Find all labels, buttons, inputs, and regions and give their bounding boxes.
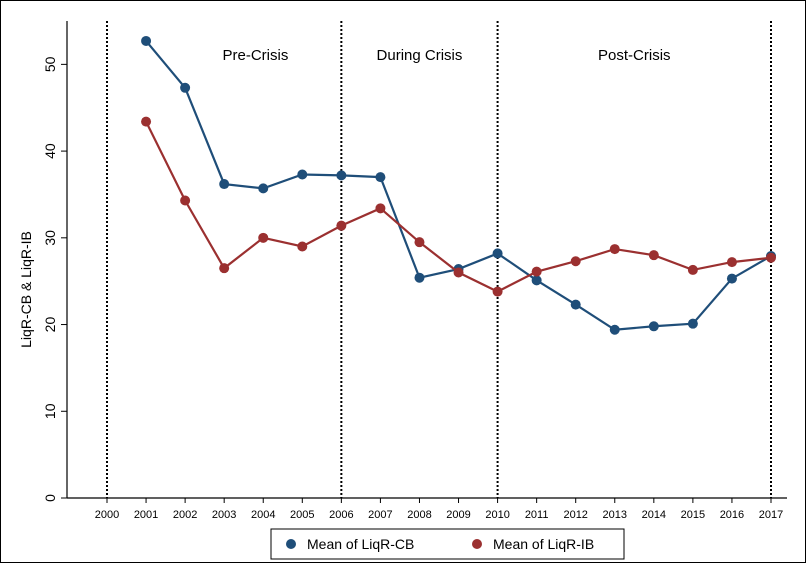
data-point-series-1 <box>141 35 152 46</box>
data-point-series-2 <box>336 220 347 231</box>
x-tick-label: 2008 <box>407 509 431 521</box>
x-tick-label: 2012 <box>563 509 587 521</box>
data-point-series-1 <box>609 324 620 335</box>
data-point-series-2 <box>531 266 542 277</box>
data-point-series-2 <box>570 256 581 267</box>
data-point-series-1 <box>687 318 698 329</box>
period-label: During Crisis <box>377 47 463 64</box>
data-point-series-2 <box>492 286 503 297</box>
x-tick-label: 2013 <box>603 509 627 521</box>
data-point-series-1 <box>492 248 503 259</box>
data-point-series-2 <box>648 250 659 261</box>
x-tick-label: 2009 <box>446 509 470 521</box>
data-point-series-2 <box>258 232 269 243</box>
period-label: Pre-Crisis <box>223 47 289 64</box>
period-dividers <box>106 21 772 498</box>
data-point-series-2 <box>414 237 425 248</box>
legend-marker-2 <box>472 539 482 549</box>
y-tick-label: 40 <box>42 143 58 159</box>
x-tick-label: 2006 <box>329 509 353 521</box>
legend-box <box>270 528 625 560</box>
x-tick-label: 2007 <box>368 509 392 521</box>
period-labels: Pre-Crisis During Crisis Post-Crisis <box>223 47 671 64</box>
data-point-series-1 <box>219 179 230 190</box>
y-tick-label: 10 <box>42 403 58 419</box>
x-tick-label: 2002 <box>173 509 197 521</box>
chart-series <box>141 35 776 335</box>
legend-label-1: Mean of LiqR-CB <box>307 536 414 552</box>
data-point-series-1 <box>180 82 191 93</box>
data-point-series-1 <box>414 272 425 283</box>
series-line-1 <box>145 40 772 331</box>
data-point-series-2 <box>453 267 464 278</box>
data-point-series-1 <box>570 299 581 310</box>
data-point-series-1 <box>648 321 659 332</box>
data-point-series-1 <box>297 169 308 180</box>
y-tick-label: 30 <box>42 230 58 246</box>
data-point-series-1 <box>375 172 386 183</box>
data-point-series-2 <box>375 203 386 214</box>
data-point-series-2 <box>609 244 620 255</box>
x-tick-label: 2017 <box>759 509 783 521</box>
legend-marker-1 <box>286 539 296 549</box>
y-tick-label: 20 <box>42 317 58 333</box>
chart-axes: 0 10 20 30 40 50 2000 2001 2002 2003 2004 2005 2006 2… <box>18 21 787 521</box>
legend-label-2: Mean of LiqR-IB <box>493 536 594 552</box>
x-tick-label: 2001 <box>134 509 158 521</box>
data-point-series-2 <box>141 116 152 127</box>
y-tick-label: 0 <box>42 494 58 502</box>
data-point-series-2 <box>766 252 776 263</box>
data-point-series-1 <box>531 275 542 286</box>
x-tick-label: 2005 <box>290 509 314 521</box>
x-tick-label: 2015 <box>681 509 705 521</box>
x-tick-label: 2010 <box>485 509 509 521</box>
data-point-series-2 <box>687 264 698 275</box>
y-tick-label: 50 <box>42 56 58 72</box>
x-tick-label: 2003 <box>212 509 236 521</box>
data-point-series-2 <box>219 263 230 274</box>
x-tick-label: 2000 <box>95 509 119 521</box>
data-point-series-2 <box>297 241 308 252</box>
data-point-series-1 <box>258 183 269 194</box>
data-point-series-1 <box>726 273 737 284</box>
data-point-series-2 <box>180 195 191 206</box>
x-tick-label: 2016 <box>720 509 744 521</box>
period-label: Post-Crisis <box>598 47 671 64</box>
chart-legend: Mean of LiqR-CB Mean of LiqR-IB <box>270 528 625 560</box>
x-tick-label: 2014 <box>642 509 666 521</box>
x-tick-label: 2004 <box>251 509 275 521</box>
x-tick-label: 2011 <box>525 509 549 521</box>
y-axis-label: LiqR-CB & LiqR-IB <box>18 231 34 348</box>
data-point-series-1 <box>336 170 347 181</box>
data-point-series-2 <box>726 257 737 268</box>
